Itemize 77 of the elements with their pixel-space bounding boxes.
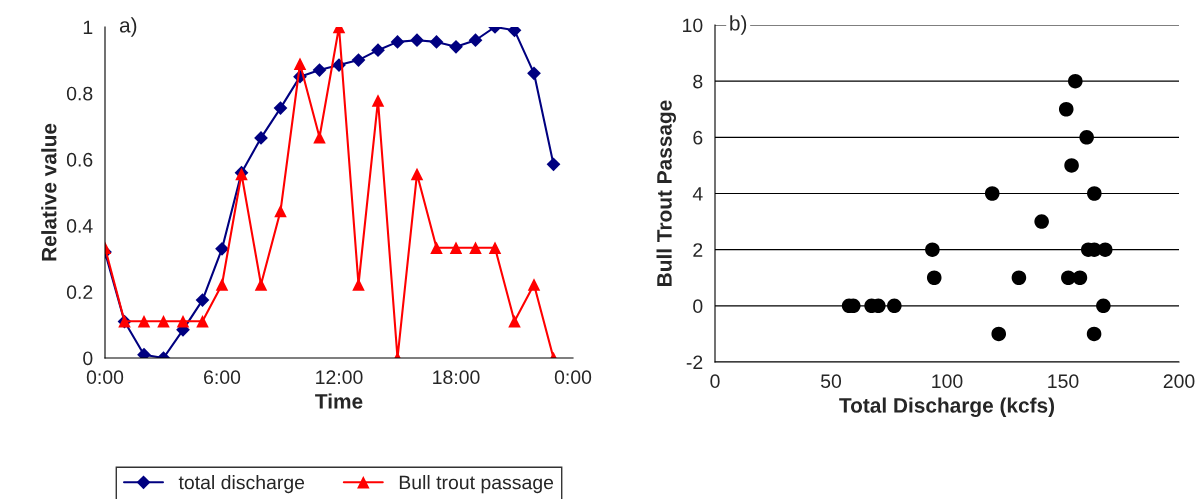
x-tick-label: 0 (710, 374, 720, 389)
y-axis-title: Relative value (41, 123, 57, 261)
point (1097, 242, 1113, 257)
x-tick-label: 0:00 (86, 370, 124, 385)
point (137, 315, 151, 328)
point (926, 270, 942, 286)
point (984, 186, 1000, 201)
point (390, 35, 405, 49)
point (215, 241, 229, 256)
legend-label: total discharge (178, 475, 305, 494)
point (196, 315, 209, 328)
point (371, 94, 385, 107)
point (254, 278, 268, 291)
legend-label: Bull trout passage (399, 475, 554, 494)
point (430, 241, 443, 255)
point (468, 33, 483, 48)
x-tick-label: 200 (1163, 374, 1195, 389)
point (293, 57, 307, 70)
x-tick-label: 50 (820, 374, 842, 389)
x-tick-label: 0:00 (554, 370, 592, 385)
point (313, 130, 326, 144)
point (312, 63, 327, 77)
y-tick-label: 0 (693, 299, 703, 314)
point (925, 242, 940, 257)
y-tick-label: 0.2 (66, 285, 93, 300)
point (157, 315, 170, 328)
point (410, 167, 424, 181)
point (1011, 270, 1027, 286)
x-tick-label: 6:00 (204, 370, 241, 385)
y-tick-label: 8 (693, 74, 703, 89)
point (429, 35, 444, 49)
point (1096, 298, 1111, 314)
point (527, 66, 541, 81)
point (176, 315, 190, 328)
point (273, 101, 288, 115)
point (508, 315, 521, 328)
x-axis-title: Total Discharge (kcfs) (839, 397, 1055, 417)
point (215, 278, 229, 291)
point (410, 33, 424, 48)
y-tick-label: 0.4 (66, 219, 93, 233)
point (887, 298, 902, 314)
point (1064, 158, 1079, 173)
point (195, 293, 210, 307)
y-tick-label: 6 (693, 130, 703, 145)
point (488, 241, 502, 255)
y-tick-label: 2 (693, 243, 703, 257)
point (1086, 326, 1102, 342)
x-tick-label: 12:00 (316, 370, 363, 385)
point (1072, 270, 1088, 286)
y-tick-label: -2 (686, 355, 703, 370)
x-tick-label: 100 (932, 374, 963, 389)
point (527, 278, 541, 291)
annotation: b) (730, 15, 747, 35)
point (449, 39, 463, 54)
point (371, 43, 385, 58)
point (1087, 186, 1102, 201)
x-tick-label: 150 (1048, 374, 1079, 389)
point (546, 157, 561, 172)
point (351, 53, 366, 67)
y-tick-label: 0 (83, 351, 93, 366)
point (449, 241, 463, 255)
point (1068, 73, 1083, 89)
y-tick-label: 0.8 (66, 86, 93, 101)
y-tick-label: 4 (692, 187, 703, 201)
x-tick-label: 18:00 (433, 370, 480, 385)
y-axis-title: Bull Trout Passage (656, 100, 677, 286)
point (1058, 101, 1074, 117)
point (1079, 130, 1094, 145)
point (1034, 214, 1049, 229)
annotation: a) (119, 17, 137, 37)
y-tick-label: 1 (83, 20, 93, 35)
y-tick-label: 0.6 (66, 152, 93, 167)
point (469, 241, 482, 255)
x-axis-title: Time (315, 393, 363, 409)
point (991, 326, 1007, 342)
point (274, 204, 287, 218)
y-tick-label: 10 (683, 18, 703, 33)
